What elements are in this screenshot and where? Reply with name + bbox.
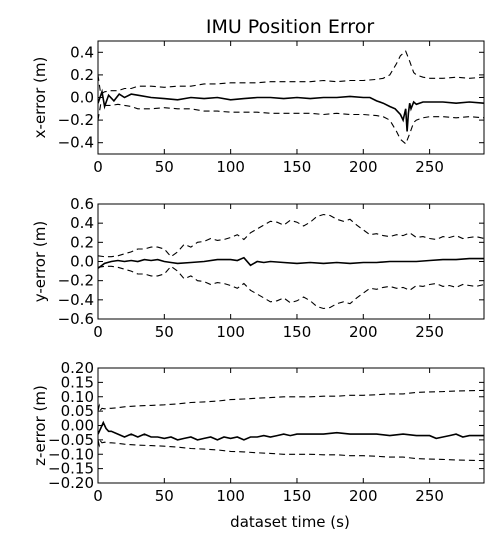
bound-line-3-2 [98, 389, 484, 412]
y-axis-label: y-error (m) [31, 221, 49, 302]
subplots: 0 50 100 150 200 250−0.4−0.20.00.20.4x-error … [31, 40, 485, 505]
x-tick-label: 0 [93, 158, 103, 176]
error-line-3-1 [98, 420, 484, 441]
x-tick-label: 100 [216, 487, 245, 505]
y-tick-label: −0.10 [48, 445, 94, 463]
y-tick-label: 0.20 [61, 359, 94, 377]
y-tick-label: 0.4 [70, 43, 94, 61]
y-tick-label: 0.2 [70, 233, 94, 251]
x-tick-label: 100 [216, 158, 245, 176]
x-tick-label: 50 [155, 323, 174, 341]
x-tick-label: 150 [283, 487, 312, 505]
x-tick-label: 250 [415, 158, 444, 176]
y-axis-label: x-error (m) [31, 57, 49, 139]
y-tick-label: −0.15 [48, 460, 94, 478]
y-tick-label: −0.05 [48, 431, 94, 449]
y-tick-label: 0.6 [70, 195, 94, 213]
x-tick-label: 0 [93, 487, 103, 505]
x-tick-label: 150 [283, 158, 312, 176]
y-tick-label: −0.6 [58, 310, 94, 328]
y-tick-label: 0.0 [70, 253, 94, 271]
y-tick-label: 0.05 [61, 402, 94, 420]
x-tick-label: 50 [155, 158, 174, 176]
subplot-3: 0 50 100 150 200 250−0.20−0.15−0.10−0.050.000… [31, 359, 485, 505]
x-tick-label: 200 [349, 158, 378, 176]
y-tick-label: 0.10 [61, 388, 94, 406]
error-line-2-1 [98, 256, 484, 269]
plot-frame-3 [97, 367, 485, 484]
bound-line-3-3 [98, 439, 484, 462]
error-line-1-1 [98, 88, 484, 132]
y-tick-label: 0.15 [61, 373, 94, 391]
x-tick-label: 250 [415, 487, 444, 505]
x-tick-label: 250 [415, 323, 444, 341]
x-tick-label: 100 [216, 323, 245, 341]
x-axis-label: dataset time (s) [230, 513, 350, 531]
x-tick-label: 200 [349, 323, 378, 341]
x-tick-label: 50 [155, 487, 174, 505]
bound-line-2-2 [98, 213, 484, 258]
subplot-2: 0 50 100 150 200 250 −0.6−0.4−0.20.0 0.20.40.6 y… [31, 195, 485, 341]
y-tick-label: 0.0 [70, 89, 94, 107]
x-tick-label: 150 [283, 323, 312, 341]
y-tick-label: 0.00 [61, 417, 94, 435]
y-tick-label: −0.2 [58, 272, 94, 290]
y-axis-label: z-error (m) [31, 385, 49, 466]
y-tick-label: −0.4 [58, 291, 94, 309]
subplot-1: 0 50 100 150 200 250 −0.4 −0.2 0.0 0.2 0.4 x-error … [31, 40, 485, 176]
x-tick-label: 200 [349, 487, 378, 505]
bound-line-2-3 [98, 265, 484, 310]
bound-line-1-3 [98, 103, 484, 145]
y-tick-label: 0.4 [70, 214, 94, 232]
y-tick-label: 0.2 [70, 66, 94, 84]
y-tick-label: −0.20 [48, 474, 94, 492]
y-tick-label: −0.2 [58, 111, 94, 129]
bound-line-1-2 [98, 50, 484, 95]
figure-title: IMU Position Error [206, 16, 374, 38]
y-tick-label: −0.4 [58, 134, 94, 152]
x-tick-label: 0 [93, 323, 103, 341]
